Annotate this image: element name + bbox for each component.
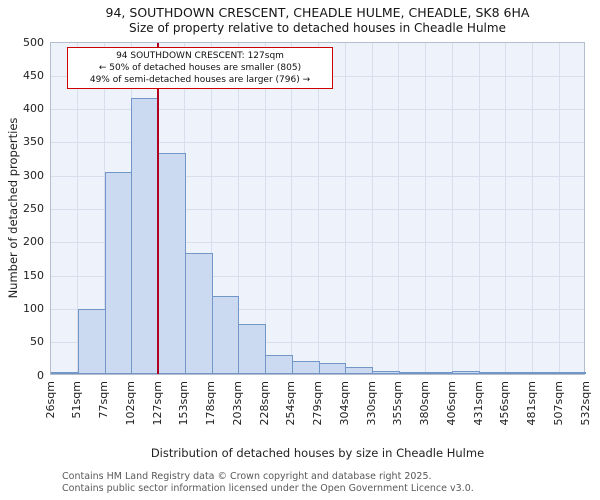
y-tick-label: 300 (23, 168, 44, 182)
histogram-bar (51, 372, 79, 374)
y-tick-label: 350 (23, 135, 44, 149)
x-tick-label: 380sqm (418, 381, 431, 426)
gridline-vertical (371, 43, 373, 374)
x-tick-label: 153sqm (177, 381, 191, 426)
annotation-line1: 94 SOUTHDOWN CRESCENT: 127sqm (116, 51, 284, 61)
x-tick-label: 304sqm (337, 381, 351, 426)
x-tick-label: 355sqm (391, 381, 405, 426)
histogram-bar (158, 152, 186, 374)
x-tick-label: 228sqm (257, 381, 271, 426)
x-tick-label: 26sqm (43, 381, 57, 419)
chart-subtitle: Size of property relative to detached ho… (129, 21, 506, 35)
histogram-bar (372, 371, 400, 374)
gridline-horizontal (51, 175, 584, 177)
annotation-line3: 49% of semi-detached houses are larger (… (89, 75, 311, 86)
y-tick-label: 400 (23, 102, 44, 116)
histogram-bar (104, 172, 133, 374)
chart-title: 94, SOUTHDOWN CRESCENT, CHEADLE HULME, C… (105, 5, 530, 20)
histogram-bar (345, 367, 373, 374)
gridline-horizontal (51, 209, 584, 210)
gridline-vertical (451, 43, 453, 374)
x-tick-label: 406sqm (444, 381, 458, 426)
histogram-bar (184, 253, 213, 374)
gridline-vertical (398, 43, 400, 374)
y-tick-label: 0 (37, 368, 44, 382)
x-tick-label: 431sqm (471, 381, 485, 426)
y-tick-label: 100 (23, 301, 44, 315)
subject-property-marker-line (157, 43, 159, 374)
histogram-bar (479, 372, 507, 374)
gridline-horizontal (51, 142, 584, 144)
histogram-bar (532, 372, 561, 374)
x-tick-label: 456sqm (498, 381, 512, 426)
gridline-horizontal (51, 242, 584, 244)
annotation-line2: ← 50% of detached houses are smaller (80… (98, 63, 302, 74)
gridline-horizontal (51, 109, 584, 111)
gridline-vertical (478, 43, 480, 374)
histogram-bar (77, 308, 106, 374)
gridline-horizontal (51, 308, 584, 310)
gridline-vertical (211, 43, 212, 374)
gridline-vertical (237, 43, 239, 374)
histogram-bar (211, 296, 240, 374)
gridline-vertical (291, 43, 293, 374)
plot-area: 94 SOUTHDOWN CRESCENT: 127sqm ← 50% of d… (50, 42, 586, 375)
histogram-bar (559, 372, 586, 374)
footer-attribution: Contains HM Land Registry data © Crown c… (62, 471, 474, 495)
y-tick-label: 450 (23, 68, 44, 82)
histogram-bar (452, 370, 480, 374)
histogram-bar (265, 354, 293, 374)
gridline-vertical (77, 43, 79, 374)
gridline-vertical (318, 43, 319, 374)
gridline-vertical (425, 43, 426, 374)
x-tick-label: 127sqm (150, 381, 164, 426)
footer-line1: Contains HM Land Registry data © Crown c… (62, 471, 432, 482)
gridline-vertical (532, 43, 533, 374)
x-tick-label: 481sqm (525, 381, 538, 426)
y-tick-label: 200 (23, 235, 44, 249)
x-tick-label: 203sqm (230, 381, 244, 426)
y-tick-label: 50 (30, 335, 44, 349)
histogram-bar (131, 97, 159, 374)
gridline-vertical (344, 43, 346, 374)
x-tick-label: 279sqm (311, 381, 324, 426)
x-tick-label: 254sqm (284, 381, 298, 426)
gridline-vertical (558, 43, 560, 374)
x-tick-label: 178sqm (204, 381, 217, 426)
x-tick-label: 330sqm (364, 381, 378, 426)
x-tick-label: 507sqm (551, 381, 565, 426)
x-tick-label: 532sqm (578, 381, 592, 426)
x-tick-label: 51sqm (70, 381, 84, 419)
gridline-horizontal (51, 275, 584, 277)
histogram-bar (238, 324, 266, 374)
histogram-bar (398, 372, 427, 374)
gridline-horizontal (51, 342, 584, 344)
histogram-bar (425, 372, 454, 374)
x-tick-label: 102sqm (123, 381, 137, 426)
gridline-vertical (264, 43, 266, 374)
histogram-bar (318, 362, 347, 374)
y-tick-label: 250 (23, 202, 44, 215)
gridline-vertical (505, 43, 507, 374)
x-axis-label: Distribution of detached houses by size … (150, 446, 485, 460)
histogram-bar (291, 360, 320, 374)
y-tick-label: 500 (23, 35, 44, 49)
footer-line2: Contains public sector information licen… (62, 482, 474, 494)
histogram-bar (505, 372, 534, 374)
annotation-box: 94 SOUTHDOWN CRESCENT: 127sqm ← 50% of d… (67, 47, 333, 90)
x-tick-label: 77sqm (97, 381, 110, 419)
y-tick-label: 150 (23, 268, 44, 282)
